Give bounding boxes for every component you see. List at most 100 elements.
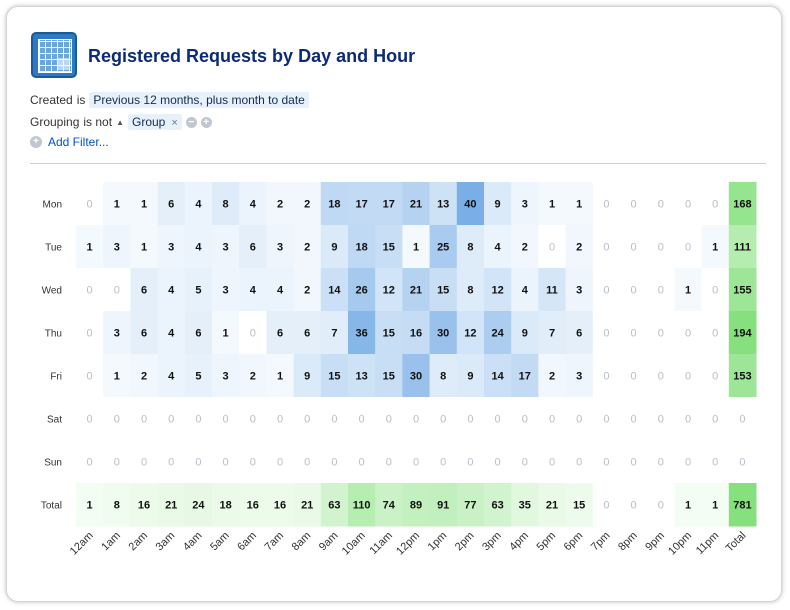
column-label: 1am: [99, 530, 123, 554]
heatmap-cell: [674, 397, 703, 441]
remove-icon[interactable]: ×: [171, 117, 178, 129]
heatmap-cell: [565, 440, 594, 484]
column-label: 5am: [208, 530, 232, 554]
cell-value: 16: [410, 328, 422, 340]
filter-operator[interactable]: is not: [83, 115, 113, 129]
cell-value: 3: [522, 199, 528, 211]
cell-value: 0: [658, 371, 664, 383]
heatmap-cell: [266, 268, 295, 312]
cell-value: 0: [549, 457, 555, 469]
cell-value: 0: [250, 457, 256, 469]
cell-value: 0: [631, 457, 637, 469]
heatmap-cell: [212, 397, 240, 441]
add-filter-link[interactable]: + Add Filter...: [30, 135, 109, 149]
heatmap-cell: [565, 483, 594, 527]
heatmap-cell: [647, 397, 675, 441]
cell-value: 0: [739, 457, 745, 469]
heatmap-cell: [266, 182, 295, 226]
cell-value: 0: [87, 285, 93, 297]
cell-value: 0: [631, 242, 637, 254]
heatmap-cell: [239, 483, 267, 527]
cell-value: 25: [437, 242, 449, 254]
add-filter-label[interactable]: Add Filter...: [48, 135, 109, 149]
cell-value: 0: [658, 285, 664, 297]
cell-value: 21: [546, 500, 558, 512]
heatmap-cell: [728, 440, 757, 484]
cell-value: 0: [277, 457, 283, 469]
heatmap-cell: [647, 483, 675, 527]
sort-arrows-icon[interactable]: ▲: [116, 117, 124, 127]
cell-value: 0: [114, 285, 120, 297]
heatmap-cell: [184, 397, 213, 441]
cell-value: 6: [277, 328, 283, 340]
heatmap-cell: [239, 354, 267, 398]
heatmap-cell: [266, 311, 295, 355]
heatmap-cell: [538, 311, 567, 355]
cell-value: 1: [685, 500, 691, 512]
cell-value: 0: [386, 414, 392, 426]
heatmap-cell: [157, 483, 186, 527]
heatmap-cell: [728, 397, 757, 441]
heatmap-cell: [239, 225, 267, 269]
heatmap-cell: [484, 182, 512, 226]
cell-value: 0: [685, 242, 691, 254]
cell-value: 1: [712, 242, 718, 254]
cell-value: 40: [464, 199, 476, 211]
heatmap-cell: [647, 440, 675, 484]
filter-value-chip[interactable]: Group ×: [127, 114, 182, 130]
heatmap-cell: [701, 354, 730, 398]
divider: [30, 163, 766, 164]
cell-value: 0: [331, 457, 337, 469]
cell-value: 0: [712, 371, 718, 383]
heatmap-cell: [565, 397, 594, 441]
cell-value: 7: [549, 328, 555, 340]
cell-value: 0: [87, 457, 93, 469]
heatmap-cell: [456, 268, 485, 312]
heatmap-cell: [76, 440, 104, 484]
minus-circle-icon[interactable]: −: [185, 116, 197, 128]
cell-value: 0: [304, 457, 310, 469]
cell-value: 26: [355, 285, 367, 297]
heatmap-cell: [511, 397, 539, 441]
cell-value: 5: [195, 371, 201, 383]
heatmap-cell: [239, 397, 267, 441]
heatmap-cell: [402, 483, 431, 527]
cell-value: 2: [522, 242, 528, 254]
heatmap-cell: [157, 440, 186, 484]
cell-value: 0: [603, 285, 609, 297]
heatmap-cell: [320, 483, 349, 527]
cell-value: 0: [658, 328, 664, 340]
cell-value: 0: [467, 414, 473, 426]
heatmap-cell: [728, 182, 757, 226]
heatmap-cell: [320, 397, 349, 441]
cell-value: 0: [631, 285, 637, 297]
cell-value: 2: [304, 199, 310, 211]
heatmap-cell: [212, 354, 240, 398]
filter-operator[interactable]: is: [76, 93, 86, 107]
heatmap-cell: [429, 225, 458, 269]
cell-value: 8: [467, 242, 473, 254]
cell-value: 14: [328, 285, 341, 297]
heatmap-cell: [348, 354, 376, 398]
heatmap-cell: [266, 225, 295, 269]
cell-value: 168: [733, 199, 751, 211]
cell-value: 0: [359, 414, 365, 426]
cell-value: 17: [355, 199, 367, 211]
cell-value: 30: [437, 328, 449, 340]
heatmap-cell: [565, 268, 594, 312]
cell-value: 0: [495, 414, 501, 426]
column-label: 4pm: [507, 530, 531, 554]
heatmap-cell: [103, 483, 131, 527]
filter-value-chip[interactable]: Previous 12 months, plus month to date: [89, 92, 309, 108]
cell-value: 3: [576, 285, 582, 297]
heatmap-cell: [320, 182, 349, 226]
column-label: 2am: [126, 530, 150, 554]
cell-value: 0: [712, 285, 718, 297]
column-label: 11am: [368, 530, 395, 557]
heatmap-cell: [76, 354, 104, 398]
plus-circle-icon[interactable]: +: [200, 116, 212, 128]
heatmap-cell: [293, 440, 322, 484]
column-label: 10am: [340, 530, 368, 558]
cell-value: 15: [437, 285, 449, 297]
